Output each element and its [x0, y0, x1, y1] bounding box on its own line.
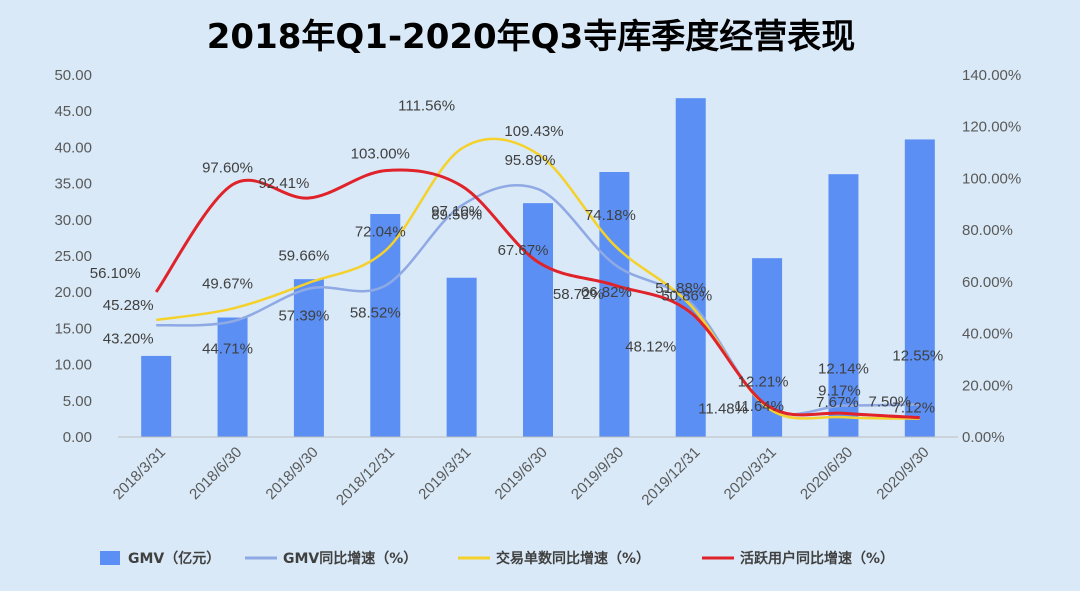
- data-label: 66.82%: [581, 284, 632, 301]
- active-users-growth-line: [154, 168, 920, 420]
- data-label: 9.17%: [818, 382, 861, 399]
- data-label: 44.71%: [202, 340, 253, 357]
- gmv-bar: [523, 203, 553, 437]
- y-left-tick-label: 15.00: [54, 320, 92, 337]
- data-label: 103.00%: [351, 146, 410, 163]
- y-right-tick-label: 80.00%: [962, 222, 1013, 239]
- legend-item: 活跃用户同比增速（%）: [702, 550, 894, 567]
- x-category-label: 2020/3/31: [721, 444, 780, 503]
- x-category-label: 2019/9/30: [568, 444, 627, 503]
- y-right-tick-label: 40.00%: [962, 326, 1013, 343]
- y-right-tick-label: 100.00%: [962, 170, 1021, 187]
- data-label: 89.56%: [431, 206, 482, 223]
- data-label: 111.56%: [398, 98, 455, 115]
- data-label: 92.41%: [258, 175, 309, 192]
- data-label: 11.48%: [698, 400, 748, 417]
- data-label: 58.52%: [350, 305, 401, 322]
- data-label: 50.86%: [661, 287, 712, 304]
- data-label: 7.50%: [869, 394, 912, 411]
- gmv-bar: [370, 214, 401, 437]
- legend-swatch: [100, 551, 120, 565]
- y-left-tick-label: 40.00: [54, 139, 92, 156]
- data-label: 43.20%: [103, 330, 154, 347]
- y-left-tick-label: 5.00: [63, 393, 92, 410]
- legend-item: GMV同比增速（%）: [245, 550, 417, 567]
- y-left-tick-label: 25.00: [54, 248, 92, 265]
- y-left-tick-label: 0.00: [63, 429, 92, 446]
- data-label: 12.21%: [738, 373, 789, 390]
- x-category-label: 2018/6/30: [186, 444, 245, 503]
- data-label: 58.72%: [553, 286, 604, 303]
- data-label: 51.88%: [655, 280, 706, 297]
- x-category-label: 2020/6/30: [797, 444, 856, 503]
- y-left-tick-label: 45.00: [54, 103, 92, 120]
- y-right-tick-label: 120.00%: [962, 119, 1021, 136]
- legend-label: GMV（亿元）: [128, 550, 220, 567]
- data-label: 97.60%: [202, 160, 253, 177]
- data-label: 12.55%: [892, 348, 943, 365]
- y-left-tick-label: 50.00: [54, 67, 92, 84]
- x-category-label: 2020/9/30: [873, 444, 932, 503]
- gmv-bar: [675, 98, 706, 437]
- data-label: 48.12%: [625, 339, 676, 356]
- data-label: 56.10%: [90, 265, 141, 282]
- x-category-label: 2018/9/30: [263, 444, 322, 503]
- data-label: 72.04%: [355, 224, 406, 241]
- data-label: 57.39%: [278, 308, 329, 325]
- data-label: 109.43%: [504, 123, 563, 140]
- legend-label: 活跃用户同比增速（%）: [740, 550, 894, 567]
- data-label: 7.12%: [893, 400, 936, 417]
- y-left-tick-label: 10.00: [54, 357, 92, 374]
- legend-label: GMV同比增速（%）: [283, 550, 417, 567]
- gmv-bar: [446, 277, 477, 437]
- data-label: 97.10%: [431, 203, 482, 220]
- data-label: 74.18%: [585, 207, 636, 224]
- data-label: 7.67%: [816, 394, 859, 411]
- y-right-tick-label: 20.00%: [962, 377, 1013, 394]
- y-right-tick-label: 140.00%: [962, 67, 1021, 84]
- x-category-label: 2019/6/30: [492, 444, 551, 503]
- gmv-bar: [141, 355, 172, 437]
- y-left-tick-label: 30.00: [54, 212, 92, 229]
- x-category-label: 2018/12/31: [333, 444, 398, 509]
- legend-item: 交易单数同比增速（%）: [458, 550, 650, 567]
- data-label: 11.64%: [734, 398, 784, 415]
- legend-label: 交易单数同比增速（%）: [496, 550, 650, 567]
- orders-growth-line: [155, 137, 920, 420]
- data-label: 59.66%: [278, 248, 329, 265]
- data-label: 95.89%: [505, 152, 556, 169]
- gmv-bar: [828, 174, 859, 438]
- gmv-bar: [293, 279, 324, 437]
- y-right-tick-label: 60.00%: [962, 274, 1013, 291]
- y-right-tick-label: 0.00%: [962, 429, 1005, 446]
- data-label: 45.28%: [103, 297, 154, 314]
- x-category-label: 2019/3/31: [415, 444, 474, 503]
- y-left-tick-label: 20.00: [54, 284, 92, 301]
- chart-title: 2018年Q1-2020年Q3寺库季度经营表现: [207, 17, 856, 57]
- y-left-tick-label: 35.00: [54, 176, 92, 193]
- data-label: 12.14%: [818, 361, 869, 378]
- gmv-bar: [599, 172, 630, 438]
- x-category-label: 2018/3/31: [110, 444, 169, 503]
- data-label: 67.67%: [498, 242, 549, 259]
- gmv-bar: [217, 317, 248, 437]
- legend-item: GMV（亿元）: [100, 550, 220, 567]
- gmv-bar: [904, 139, 935, 437]
- data-label: 49.67%: [202, 276, 253, 293]
- x-category-label: 2019/12/31: [638, 444, 703, 509]
